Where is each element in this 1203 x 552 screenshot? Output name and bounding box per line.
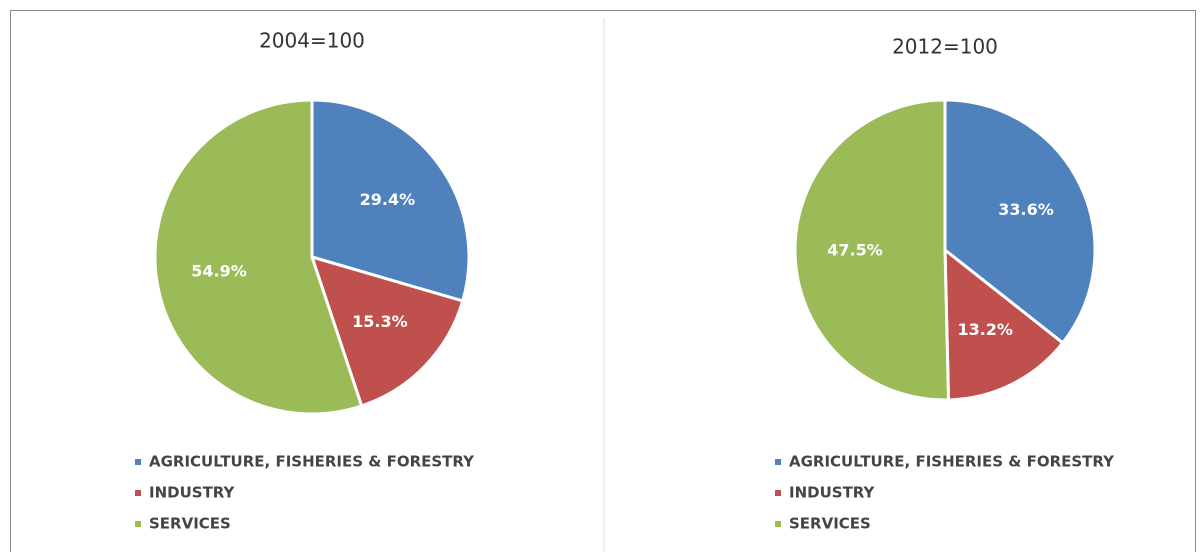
legend-swatch [775, 459, 781, 465]
legend-label: INDUSTRY [149, 484, 236, 502]
pie-slice [943, 246, 1065, 402]
data-label: 47.5% [827, 241, 883, 260]
pie-slice [793, 98, 951, 402]
legend-swatch [775, 521, 781, 527]
legend-label: INDUSTRY [789, 484, 876, 502]
legend-label: SERVICES [149, 515, 231, 533]
legend-swatch [135, 490, 141, 496]
data-label: 33.6% [998, 200, 1054, 219]
data-label: 15.3% [352, 312, 408, 331]
chart-title: 2004=100 [259, 29, 365, 53]
pie-slice [310, 98, 471, 303]
pie-slice [153, 98, 364, 416]
legend-label: AGRICULTURE, FISHERIES & FORESTRY [149, 453, 475, 471]
legend-label: SERVICES [789, 515, 871, 533]
data-label: 13.2% [957, 320, 1013, 339]
legend-swatch [775, 490, 781, 496]
legend-swatch [135, 521, 141, 527]
chart-title: 2012=100 [892, 35, 998, 59]
legend-swatch [135, 459, 141, 465]
data-label: 54.9% [191, 262, 247, 281]
data-label: 29.4% [360, 190, 416, 209]
pie-slice [943, 98, 1097, 346]
legend-label: AGRICULTURE, FISHERIES & FORESTRY [789, 453, 1115, 471]
